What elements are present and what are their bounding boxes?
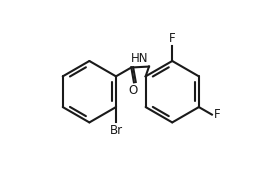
Text: O: O	[128, 84, 138, 97]
Text: HN: HN	[131, 52, 148, 65]
Text: F: F	[214, 108, 220, 121]
Text: Br: Br	[109, 124, 123, 137]
Text: F: F	[169, 32, 176, 45]
